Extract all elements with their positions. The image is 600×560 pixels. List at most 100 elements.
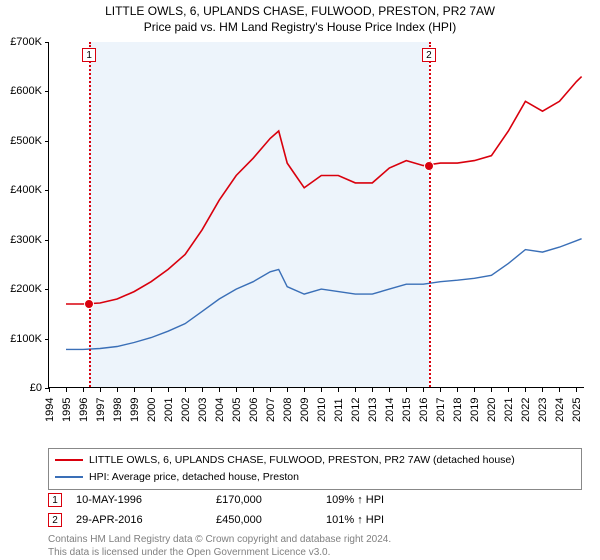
xtick-label: 2013 bbox=[367, 398, 379, 422]
xtick-mark bbox=[304, 388, 305, 392]
ytick-mark bbox=[45, 190, 49, 191]
xtick-label: 2009 bbox=[299, 398, 311, 422]
xtick-mark bbox=[151, 388, 152, 392]
xtick-mark bbox=[525, 388, 526, 392]
xtick-label: 2004 bbox=[214, 398, 226, 422]
xtick-label: 2020 bbox=[486, 398, 498, 422]
xtick-mark bbox=[457, 388, 458, 392]
legend-swatch-property bbox=[55, 459, 83, 461]
sale-marker-vline bbox=[429, 42, 431, 387]
xtick-label: 2021 bbox=[503, 398, 515, 422]
xtick-label: 2007 bbox=[265, 398, 277, 422]
chart-container: LITTLE OWLS, 6, UPLANDS CHASE, FULWOOD, … bbox=[0, 0, 600, 560]
xtick-label: 2025 bbox=[571, 398, 583, 422]
xtick-label: 2014 bbox=[384, 398, 396, 422]
sale-marker-box: 2 bbox=[422, 48, 436, 62]
xtick-mark bbox=[372, 388, 373, 392]
xtick-label: 2017 bbox=[435, 398, 447, 422]
legend-row-property: LITTLE OWLS, 6, UPLANDS CHASE, FULWOOD, … bbox=[55, 452, 575, 469]
ytick-mark bbox=[45, 141, 49, 142]
xtick-mark bbox=[219, 388, 220, 392]
sale-marker-box: 1 bbox=[82, 48, 96, 62]
xtick-label: 2008 bbox=[282, 398, 294, 422]
xtick-mark bbox=[253, 388, 254, 392]
xtick-label: 2019 bbox=[469, 398, 481, 422]
xtick-mark bbox=[83, 388, 84, 392]
xtick-mark bbox=[236, 388, 237, 392]
legend-label-property: LITTLE OWLS, 6, UPLANDS CHASE, FULWOOD, … bbox=[89, 452, 515, 469]
sale-row-2: 2 29-APR-2016 £450,000 101% ↑ HPI bbox=[48, 510, 582, 530]
xtick-mark bbox=[576, 388, 577, 392]
xtick-mark bbox=[134, 388, 135, 392]
sales-table: 1 10-MAY-1996 £170,000 109% ↑ HPI 2 29-A… bbox=[48, 490, 582, 530]
xtick-label: 2015 bbox=[401, 398, 413, 422]
sale-row-1: 1 10-MAY-1996 £170,000 109% ↑ HPI bbox=[48, 490, 582, 510]
xtick-mark bbox=[202, 388, 203, 392]
ytick-label: £100K bbox=[0, 333, 42, 345]
xtick-label: 1999 bbox=[129, 398, 141, 422]
sale-date-1: 10-MAY-1996 bbox=[76, 494, 216, 506]
xtick-mark bbox=[423, 388, 424, 392]
ytick-label: £200K bbox=[0, 283, 42, 295]
xtick-label: 2012 bbox=[350, 398, 362, 422]
legend-label-hpi: HPI: Average price, detached house, Pres… bbox=[89, 469, 299, 486]
plot-area: 12 bbox=[48, 42, 584, 388]
ytick-mark bbox=[45, 240, 49, 241]
legend-swatch-hpi bbox=[55, 476, 83, 478]
xtick-mark bbox=[508, 388, 509, 392]
xtick-label: 2010 bbox=[316, 398, 328, 422]
xtick-mark bbox=[338, 388, 339, 392]
xtick-mark bbox=[66, 388, 67, 392]
xtick-mark bbox=[355, 388, 356, 392]
xtick-mark bbox=[389, 388, 390, 392]
xtick-mark bbox=[542, 388, 543, 392]
xtick-mark bbox=[287, 388, 288, 392]
title-address: LITTLE OWLS, 6, UPLANDS CHASE, FULWOOD, … bbox=[0, 4, 600, 18]
xtick-label: 2005 bbox=[231, 398, 243, 422]
title-subtitle: Price paid vs. HM Land Registry's House … bbox=[0, 20, 600, 34]
ytick-label: £300K bbox=[0, 234, 42, 246]
sale-marker-vline bbox=[89, 42, 91, 387]
ytick-label: £0 bbox=[0, 382, 42, 394]
sale-marker-1: 1 bbox=[48, 493, 62, 507]
xtick-label: 1995 bbox=[61, 398, 73, 422]
xtick-label: 1994 bbox=[44, 398, 56, 422]
footer-line2: This data is licensed under the Open Gov… bbox=[48, 547, 391, 560]
xtick-label: 2000 bbox=[146, 398, 158, 422]
ytick-mark bbox=[45, 339, 49, 340]
xtick-label: 2002 bbox=[180, 398, 192, 422]
chart-area: 12 £0£100K£200K£300K£400K£500K£600K£700K… bbox=[48, 42, 584, 404]
xtick-mark bbox=[491, 388, 492, 392]
legend: LITTLE OWLS, 6, UPLANDS CHASE, FULWOOD, … bbox=[48, 448, 582, 490]
xtick-label: 2023 bbox=[537, 398, 549, 422]
xtick-mark bbox=[474, 388, 475, 392]
footer-attribution: Contains HM Land Registry data © Crown c… bbox=[48, 534, 391, 559]
xtick-mark bbox=[440, 388, 441, 392]
xtick-label: 2016 bbox=[418, 398, 430, 422]
ytick-mark bbox=[45, 42, 49, 43]
sale-date-2: 29-APR-2016 bbox=[76, 514, 216, 526]
title-block: LITTLE OWLS, 6, UPLANDS CHASE, FULWOOD, … bbox=[0, 0, 600, 34]
legend-row-hpi: HPI: Average price, detached house, Pres… bbox=[55, 469, 575, 486]
sale-price-2: £450,000 bbox=[216, 514, 326, 526]
xtick-mark bbox=[406, 388, 407, 392]
xtick-mark bbox=[49, 388, 50, 392]
xtick-label: 2018 bbox=[452, 398, 464, 422]
xtick-mark bbox=[185, 388, 186, 392]
sale-hpi-1: 109% ↑ HPI bbox=[326, 494, 446, 506]
series-line-property bbox=[66, 77, 582, 304]
xtick-label: 1996 bbox=[78, 398, 90, 422]
xtick-mark bbox=[321, 388, 322, 392]
xtick-mark bbox=[559, 388, 560, 392]
xtick-label: 1997 bbox=[95, 398, 107, 422]
xtick-label: 2001 bbox=[163, 398, 175, 422]
sale-marker-dot bbox=[424, 161, 434, 171]
xtick-mark bbox=[270, 388, 271, 392]
ytick-label: £400K bbox=[0, 184, 42, 196]
xtick-label: 2003 bbox=[197, 398, 209, 422]
ytick-mark bbox=[45, 91, 49, 92]
xtick-label: 2006 bbox=[248, 398, 260, 422]
line-series-svg bbox=[49, 42, 585, 388]
ytick-label: £700K bbox=[0, 36, 42, 48]
series-line-hpi bbox=[66, 239, 582, 350]
